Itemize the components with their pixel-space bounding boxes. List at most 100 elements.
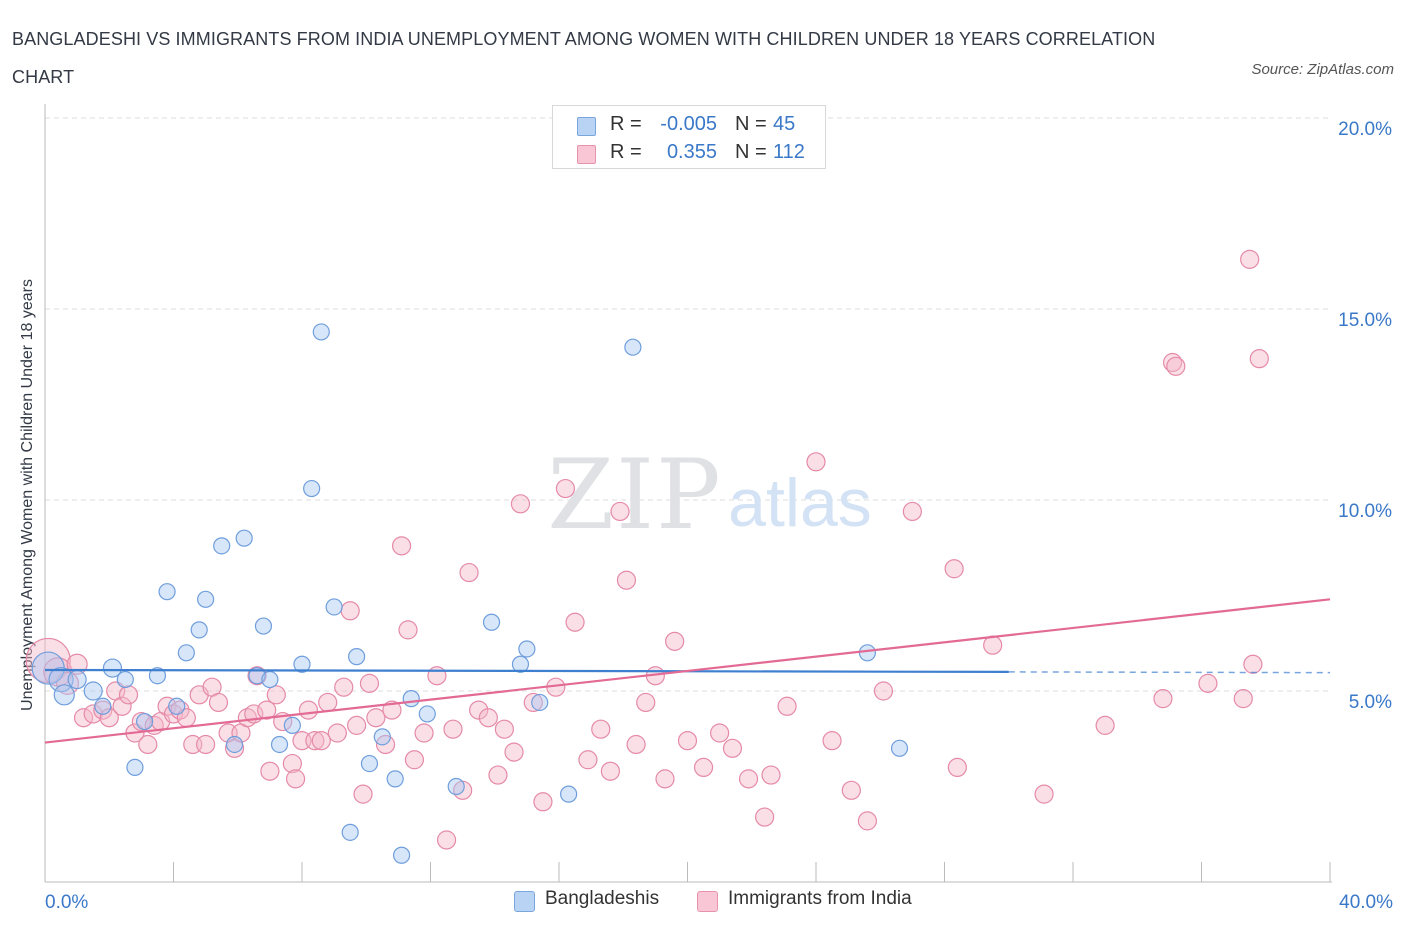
data-point [531,693,549,712]
data-point [257,700,277,720]
stats-n-label: N = [735,141,767,163]
data-point [1034,784,1054,804]
data-point [341,823,359,841]
data-point [168,697,186,715]
y-tick-label: 20.0% [1338,119,1392,140]
data-point [636,692,656,713]
data-point [158,583,176,601]
data-point [94,697,112,715]
data-point [373,728,391,746]
stats-n-value: 112 [773,141,805,163]
data-point [443,719,463,739]
data-point [131,711,151,732]
legend-label: Immigrants from India [728,888,912,909]
axes [44,104,1332,883]
stats-box: R = -0.005 N = 45 R = 0.355 N = 112 [552,105,826,169]
legend-swatch-pink [697,891,718,912]
data-point [873,681,894,701]
data-point [116,670,134,689]
grid-lines [45,117,1330,692]
data-point [53,684,75,706]
data-point [402,690,420,708]
data-point [504,742,524,762]
stats-swatch-blue [577,117,596,136]
data-point [578,750,598,770]
trend-line-bangladeshis [44,668,1009,674]
data-point [555,478,576,499]
data-point [890,739,909,757]
data-point [754,807,775,827]
data-point [822,731,842,751]
data-point [404,750,425,770]
data-point [327,723,347,743]
data-point [312,323,330,341]
data-point [112,696,132,716]
data-point [511,655,530,673]
data-point [293,655,311,673]
data-point [177,644,195,662]
data-point [436,830,457,850]
data-point [902,501,922,522]
data-point [459,562,479,583]
data-point [157,696,177,716]
data-point [325,598,343,616]
data-point [254,617,273,635]
data-point [944,559,964,579]
data-point [610,501,630,522]
y-tick-label: 5.0% [1349,692,1392,713]
data-point [418,705,436,723]
series-bangladeshis [31,323,909,864]
data-point [340,601,360,621]
trend-line-immigrants-from-india [44,598,1331,744]
data-point [298,700,319,720]
data-point [947,757,967,778]
data-point [213,537,231,555]
data-point [190,621,208,639]
trend-line-bangladeshis-projection [1008,671,1331,674]
data-point [392,846,411,864]
data-point [1198,673,1218,693]
data-point [722,738,743,758]
data-point [235,529,253,547]
x-tick-label: 40.0% [1339,892,1393,913]
data-point [1166,356,1186,376]
data-point [366,708,386,728]
data-point [624,338,642,356]
stats-r-label: R = [610,113,642,135]
data-point [102,658,123,678]
data-point [347,715,367,735]
data-point [655,769,675,789]
data-point [138,734,158,755]
data-point [488,765,508,785]
data-point [73,708,94,728]
stats-r-label: R = [610,141,642,163]
data-point [260,761,280,781]
data-point [135,712,154,731]
data-point [318,692,338,713]
data-point [261,670,279,689]
series-immigrants-from-india [25,249,1269,850]
data-point [208,692,229,713]
data-point [285,769,306,789]
data-point [494,719,514,739]
data-point [806,452,826,472]
watermark: ZIP atlas [547,439,871,551]
data-point [841,780,861,800]
data-point [693,757,714,778]
data-point [469,700,489,720]
data-point [311,731,331,751]
data-point [482,613,501,631]
tick-labels: 5.0% 10.0% 15.0% 20.0% 0.0% 40.0% [45,119,1393,913]
data-point [518,640,536,658]
data-point [359,673,380,693]
data-point [334,677,354,697]
data-point [1240,249,1260,269]
data-point [196,734,216,755]
data-point [1095,715,1115,735]
data-point [283,716,301,734]
data-point [761,765,781,785]
data-point [353,784,373,804]
data-point [248,667,266,685]
stats-n-label: N = [735,113,767,135]
